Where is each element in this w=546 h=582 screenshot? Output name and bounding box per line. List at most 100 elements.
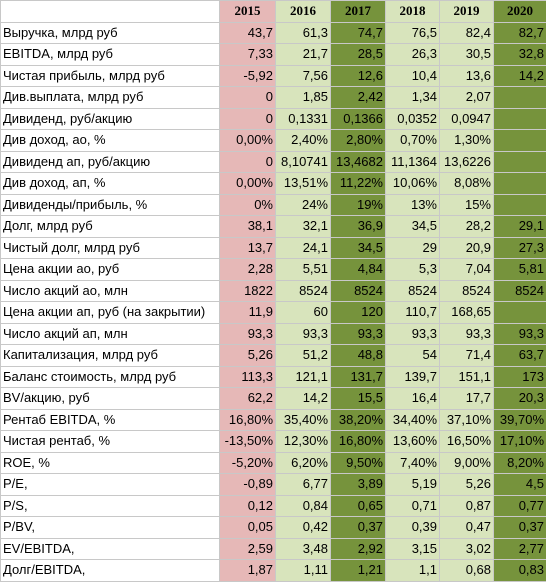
- value-cell-2018: 139,7: [386, 366, 440, 388]
- value-cell-2018: 5,3: [386, 259, 440, 281]
- value-cell-2017: 2,42: [331, 87, 386, 109]
- value-cell-2019: 71,4: [440, 345, 494, 367]
- value-cell-2017: 34,5: [331, 237, 386, 259]
- value-cell-2016: 8524: [276, 280, 331, 302]
- value-cell-2015: 0,00%: [220, 173, 276, 195]
- value-cell-2016: 3,48: [276, 538, 331, 560]
- value-cell-2018: 0,39: [386, 517, 440, 539]
- value-cell-2018: 16,4: [386, 388, 440, 410]
- value-cell-2019: 0,47: [440, 517, 494, 539]
- value-cell-2019: 3,02: [440, 538, 494, 560]
- row-label: EBITDA, млрд руб: [1, 44, 220, 66]
- header-row: 2015 2016 2017 2018 2019 2020: [1, 1, 546, 23]
- value-cell-2018: 0,70%: [386, 130, 440, 152]
- value-cell-2016: 14,2: [276, 388, 331, 410]
- value-cell-2015: 0: [220, 87, 276, 109]
- value-cell-2019: 0,68: [440, 560, 494, 582]
- value-cell-2019: 1,30%: [440, 130, 494, 152]
- value-cell-2017: 131,7: [331, 366, 386, 388]
- row-label: Рентаб EBITDA, %: [1, 409, 220, 431]
- value-cell-2018: 3,15: [386, 538, 440, 560]
- value-cell-2020: 39,70%: [494, 409, 546, 431]
- value-cell-2017: 1,21: [331, 560, 386, 582]
- value-cell-2015: 43,7: [220, 22, 276, 44]
- row-label: Число акций ап, млн: [1, 323, 220, 345]
- value-cell-2017: 2,80%: [331, 130, 386, 152]
- value-cell-2018: 54: [386, 345, 440, 367]
- table-row: Рентаб EBITDA, %16,80%35,40%38,20%34,40%…: [1, 409, 546, 431]
- value-cell-2018: 26,3: [386, 44, 440, 66]
- value-cell-2019: 5,26: [440, 474, 494, 496]
- value-cell-2015: 0%: [220, 194, 276, 216]
- table-row: Див доход, ао, %0,00%2,40%2,80%0,70%1,30…: [1, 130, 546, 152]
- value-cell-2019: 20,9: [440, 237, 494, 259]
- value-cell-2019: 82,4: [440, 22, 494, 44]
- row-label: P/BV,: [1, 517, 220, 539]
- value-cell-2018: 0,0352: [386, 108, 440, 130]
- row-label: P/S,: [1, 495, 220, 517]
- value-cell-2016: 2,40%: [276, 130, 331, 152]
- value-cell-2018: 0,71: [386, 495, 440, 517]
- value-cell-2019: 2,07: [440, 87, 494, 109]
- value-cell-2015: -5,20%: [220, 452, 276, 474]
- row-label: Чистая прибыль, млрд руб: [1, 65, 220, 87]
- value-cell-2016: 60: [276, 302, 331, 324]
- year-header-2020: 2020: [494, 1, 546, 23]
- value-cell-2016: 93,3: [276, 323, 331, 345]
- value-cell-2020: 29,1: [494, 216, 546, 238]
- value-cell-2020: 93,3: [494, 323, 546, 345]
- value-cell-2017: 13,4682: [331, 151, 386, 173]
- row-label: Дивиденд, руб/акцию: [1, 108, 220, 130]
- value-cell-2019: 15%: [440, 194, 494, 216]
- value-cell-2019: 168,65: [440, 302, 494, 324]
- value-cell-2020: [494, 173, 546, 195]
- value-cell-2019: 9,00%: [440, 452, 494, 474]
- value-cell-2015: 0: [220, 151, 276, 173]
- value-cell-2017: 120: [331, 302, 386, 324]
- value-cell-2020: 0,37: [494, 517, 546, 539]
- row-label: Капитализация, млрд руб: [1, 345, 220, 367]
- value-cell-2017: 12,6: [331, 65, 386, 87]
- value-cell-2020: [494, 194, 546, 216]
- value-cell-2015: 0,00%: [220, 130, 276, 152]
- value-cell-2017: 74,7: [331, 22, 386, 44]
- value-cell-2016: 0,84: [276, 495, 331, 517]
- value-cell-2019: 151,1: [440, 366, 494, 388]
- row-label: Див доход, ап, %: [1, 173, 220, 195]
- value-cell-2017: 4,84: [331, 259, 386, 281]
- row-label: Выручка, млрд руб: [1, 22, 220, 44]
- value-cell-2018: 1,1: [386, 560, 440, 582]
- value-cell-2017: 38,20%: [331, 409, 386, 431]
- value-cell-2015: 0,05: [220, 517, 276, 539]
- value-cell-2019: 16,50%: [440, 431, 494, 453]
- year-header-2015: 2015: [220, 1, 276, 23]
- row-label: Цена акции ап, руб (на закрытии): [1, 302, 220, 324]
- value-cell-2016: 12,30%: [276, 431, 331, 453]
- value-cell-2015: 7,33: [220, 44, 276, 66]
- row-label: Див.выплата, млрд руб: [1, 87, 220, 109]
- value-cell-2016: 13,51%: [276, 173, 331, 195]
- value-cell-2015: 0: [220, 108, 276, 130]
- year-header-2017: 2017: [331, 1, 386, 23]
- value-cell-2020: 5,81: [494, 259, 546, 281]
- value-cell-2020: 8524: [494, 280, 546, 302]
- value-cell-2018: 34,40%: [386, 409, 440, 431]
- row-label: BV/акцию, руб: [1, 388, 220, 410]
- value-cell-2017: 9,50%: [331, 452, 386, 474]
- value-cell-2020: 17,10%: [494, 431, 546, 453]
- value-cell-2016: 6,20%: [276, 452, 331, 474]
- value-cell-2018: 10,06%: [386, 173, 440, 195]
- value-cell-2019: 0,0947: [440, 108, 494, 130]
